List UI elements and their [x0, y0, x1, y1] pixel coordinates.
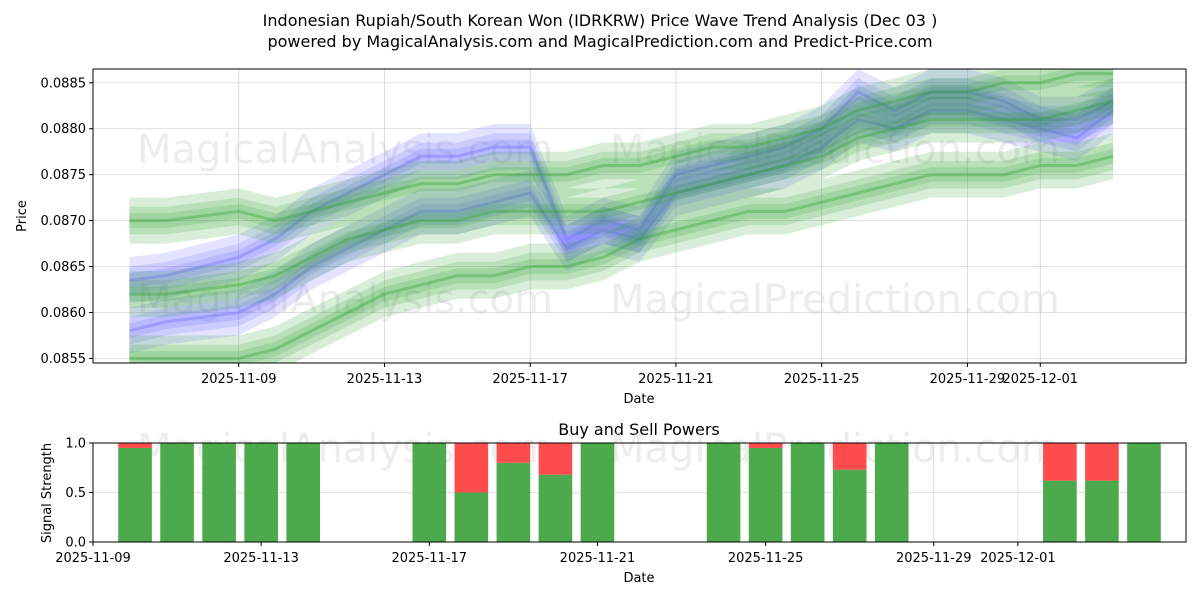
buy-bar [1043, 480, 1077, 542]
sell-bar [538, 443, 573, 475]
upper-plot-frame [92, 68, 1187, 364]
wave-band [129, 78, 1114, 318]
upper-x-axis-label: Date [623, 392, 654, 407]
lower-x-tick-label: 2025-11-29 [896, 551, 972, 566]
buy-bar [454, 492, 489, 542]
lower-y-axis-label: Signal Strength [40, 443, 55, 543]
lower-x-tick-label: 2025-11-13 [223, 551, 299, 566]
wave-band [129, 78, 1114, 295]
upper-y-tick-label: 0.0865 [41, 260, 87, 275]
wave-line [129, 99, 1114, 296]
price-wave-chart: MagicalAnalysis.com MagicalPrediction.co… [15, 68, 1187, 407]
upper-y-tick-label: 0.0875 [41, 168, 87, 183]
wave-band [129, 69, 1114, 228]
lower-x-tick-label: 2025-11-09 [55, 551, 131, 566]
buy-bar [496, 462, 531, 542]
buy-bar [160, 443, 194, 542]
sell-bar [1085, 443, 1119, 481]
buy-bar [790, 443, 825, 542]
sell-bar [1043, 443, 1077, 481]
lower-x-tick-label: 2025-11-25 [728, 551, 804, 566]
buy-bar [874, 443, 909, 542]
watermark-analysis-top: MagicalAnalysis.com [137, 127, 553, 173]
wave-band [129, 69, 1114, 304]
buy-bar [832, 469, 867, 542]
wave-line [129, 154, 1114, 360]
upper-gridlines [93, 69, 1186, 363]
wave-band [129, 103, 1114, 339]
upper-x-tick-label: 2025-11-13 [347, 372, 423, 387]
upper-x-ticks: 2025-11-09 2025-11-13 2025-11-17 2025-11-21… [201, 363, 1078, 387]
buy-bar [748, 447, 783, 542]
wave-band [129, 87, 1114, 354]
upper-y-ticks: 0.0855 0.0860 0.0865 0.0870 0.0875 0.0880 0.08… [41, 76, 93, 367]
upper-x-tick-label: 2025-11-25 [784, 372, 860, 387]
upper-y-axis-label: Price [15, 200, 30, 232]
chart-title-line2: powered by MagicalAnalysis.com and Magic… [267, 32, 932, 51]
lower-y-tick-label: 0.5 [65, 486, 86, 501]
chart-title-line1: Indonesian Rupiah/South Korean Won (IDRK… [263, 11, 938, 30]
lower-x-ticks: 2025-11-09 2025-11-13 2025-11-17 2025-11-21… [55, 542, 1056, 566]
wave-line [129, 72, 1114, 223]
sell-bar [832, 443, 867, 470]
buy-bar [286, 443, 321, 542]
buy-bar [580, 443, 615, 542]
wave-band [129, 133, 1114, 363]
buy-bar [412, 443, 447, 542]
watermark-prediction-mid: MagicalPrediction.com [610, 277, 1060, 323]
wave-line [129, 90, 1114, 282]
watermark-analysis-bottom: MagicalAnalysis.com [137, 426, 553, 472]
upper-x-tick-label: 2025-11-09 [201, 372, 277, 387]
upper-y-tick-label: 0.0885 [41, 76, 87, 91]
upper-x-tick-label: 2025-11-17 [492, 372, 568, 387]
wave-band [129, 148, 1114, 363]
lower-x-axis-label: Date [623, 571, 654, 586]
buy-bar [1085, 480, 1119, 542]
upper-x-tick-label: 2025-11-21 [638, 372, 714, 387]
buy-bar [244, 443, 278, 542]
upper-y-tick-label: 0.0880 [41, 122, 87, 137]
watermark-prediction-top: MagicalPrediction.com [610, 127, 1060, 173]
wave-line [129, 108, 1115, 333]
upper-x-tick-label: 2025-12-01 [1002, 372, 1078, 387]
wave-band [129, 69, 1114, 235]
wave-band [129, 96, 1114, 345]
wave-band [129, 84, 1114, 288]
sell-bar [454, 443, 489, 493]
upper-watermarks: MagicalAnalysis.com MagicalPrediction.co… [137, 127, 1060, 323]
lower-x-tick-label: 2025-11-17 [392, 551, 468, 566]
wave-band [129, 87, 1114, 308]
lower-y-tick-label: 1.0 [65, 437, 86, 452]
sell-bar [748, 443, 783, 448]
lower-x-tick-label: 2025-11-21 [560, 551, 636, 566]
lower-y-tick-label: 0.0 [65, 536, 86, 551]
buy-bar [538, 474, 573, 542]
buy-bar [706, 443, 741, 542]
buy-bar [202, 443, 236, 542]
sell-bar [496, 443, 531, 463]
buy-bar [118, 447, 152, 542]
lower-chart-title: Buy and Sell Powers [558, 420, 720, 439]
buy-sell-bars [118, 443, 1161, 542]
upper-y-tick-label: 0.0855 [41, 352, 87, 367]
wave-band [129, 93, 1114, 302]
wave-band [129, 142, 1114, 363]
wave-band [129, 69, 1114, 244]
upper-y-tick-label: 0.0870 [41, 214, 87, 229]
upper-y-tick-label: 0.0860 [41, 306, 87, 321]
buy-sell-chart: Buy and Sell Powers MagicalAnalysis.com … [40, 420, 1187, 586]
lower-x-tick-label: 2025-12-01 [980, 551, 1056, 566]
sell-bar [118, 443, 152, 448]
upper-x-tick-label: 2025-11-29 [930, 372, 1006, 387]
lower-y-ticks: 0.0 0.5 1.0 [65, 437, 93, 551]
buy-bar [1127, 443, 1161, 542]
wave-bands [129, 69, 1115, 363]
watermark-analysis-mid: MagicalAnalysis.com [137, 277, 553, 323]
